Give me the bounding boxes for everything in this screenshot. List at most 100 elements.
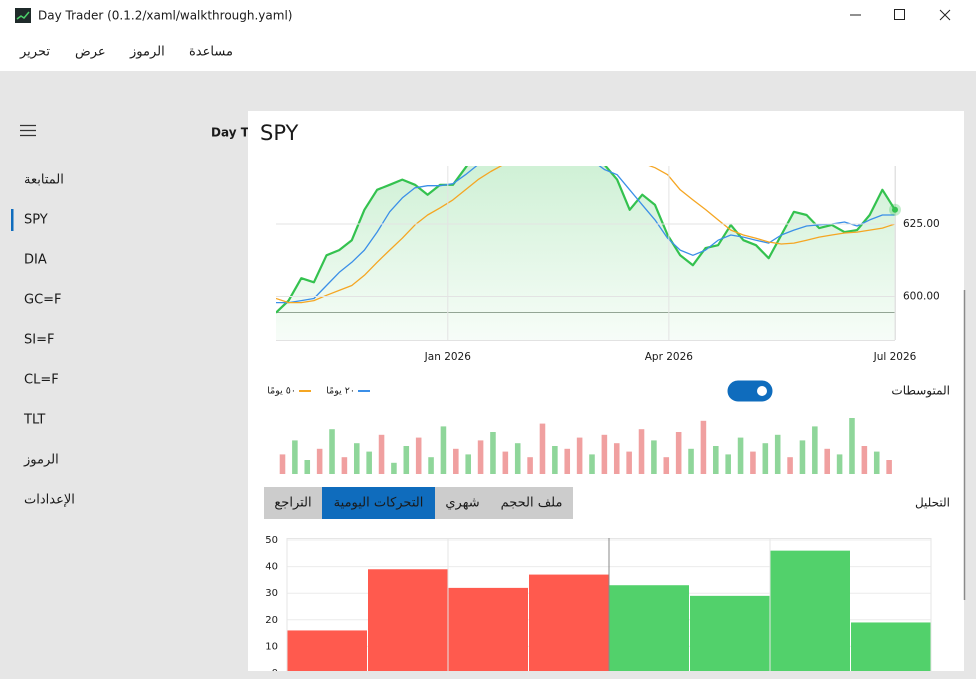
moving-average-line: [276, 166, 895, 304]
legend-label: ٥٠ يومًا: [267, 386, 296, 397]
menu-item[interactable]: مساعدة: [189, 45, 233, 60]
app-icon-line: [16, 11, 30, 20]
volume-bar: [378, 434, 385, 474]
tab-label[interactable]: التراجع: [274, 496, 311, 511]
volume-bar: [613, 443, 620, 474]
volume-bar: [861, 446, 868, 474]
y-tick-label: 600.00: [903, 291, 940, 303]
volume-bar: [552, 446, 558, 474]
volume-bar: [502, 451, 509, 474]
menu-bar: [0, 31, 976, 71]
volume-bar: [589, 454, 595, 474]
x-tick-label: Jan 2026: [424, 351, 472, 363]
header-text: Day Tr: [211, 126, 254, 140]
sidebar-item[interactable]: SPY: [24, 213, 48, 228]
toggle-knob: [757, 386, 767, 396]
close-button[interactable]: [939, 9, 951, 21]
bar: [368, 569, 448, 671]
tab-label[interactable]: التحركات اليومية: [334, 496, 424, 511]
volume-bar: [725, 454, 731, 474]
y-tick-label: 0: [272, 668, 278, 679]
tab[interactable]: [322, 487, 435, 519]
volume-bar: [836, 454, 843, 474]
y-tick-label: 10: [265, 641, 278, 652]
volume-bar: [539, 423, 546, 474]
sidebar-item[interactable]: GC=F: [24, 293, 62, 308]
sidebar-item[interactable]: DIA: [24, 253, 47, 268]
x-tick-label: Jul 2026: [873, 351, 917, 363]
tab-label[interactable]: ملف الحجم: [501, 496, 563, 511]
tab[interactable]: [435, 487, 490, 519]
tab[interactable]: [490, 487, 573, 519]
volume-bar: [353, 443, 360, 474]
sidebar-item[interactable]: SI=F: [24, 333, 54, 348]
moving-average-line: [276, 166, 895, 304]
bar: [770, 550, 850, 671]
volume-bar: [341, 457, 348, 474]
volume-bar: [812, 426, 818, 474]
volume-bar: [576, 437, 583, 474]
volume-bar: [465, 454, 471, 474]
volume-bar: [762, 443, 769, 474]
selection-indicator: [11, 209, 14, 231]
sidebar-item[interactable]: الإعدادات: [24, 493, 75, 508]
volume-bar: [366, 451, 372, 474]
sidebar-item[interactable]: CL=F: [24, 373, 59, 388]
volume-bar: [329, 429, 335, 474]
bar: [851, 622, 931, 671]
menu-item[interactable]: عرض: [75, 45, 106, 60]
volume-bar: [626, 451, 632, 474]
volume-bar: [428, 457, 434, 474]
volume-bar: [663, 457, 670, 474]
menu-item[interactable]: تحرير: [19, 45, 50, 60]
volume-bar: [440, 426, 447, 474]
volume-bar: [799, 440, 806, 474]
volume-bar: [477, 440, 484, 474]
volume-bar: [403, 446, 410, 474]
y-tick-label: 20: [265, 615, 278, 626]
volume-bar: [651, 440, 657, 474]
volume-bar: [787, 457, 793, 474]
title-bar: [0, 0, 976, 31]
volume-bar: [304, 460, 311, 474]
toggle-label: المتوسطات: [891, 384, 950, 399]
volume-bar: [849, 418, 855, 474]
tab-label[interactable]: شهري: [445, 496, 479, 511]
maximize-button[interactable]: [894, 9, 905, 20]
y-tick-label: 625.00: [903, 218, 940, 230]
volume-bar: [700, 420, 707, 474]
volume-bar: [886, 460, 892, 474]
volume-bar: [564, 448, 571, 474]
y-tick-label: 30: [265, 588, 278, 599]
tab[interactable]: [264, 487, 322, 519]
volume-bar: [737, 437, 744, 474]
bar: [690, 595, 770, 671]
window-title: Day Trader (0.1.2/xaml/walkthrough.yaml): [38, 9, 292, 23]
toggle-switch[interactable]: [727, 380, 773, 402]
tabs-label: التحليل: [915, 496, 950, 510]
volume-bar: [675, 432, 682, 474]
volume-bar: [415, 437, 422, 474]
app-icon: [15, 8, 31, 23]
volume-bar: [527, 457, 533, 474]
sidebar-item[interactable]: المتابعة: [24, 173, 64, 188]
sidebar-item[interactable]: الرموز: [23, 453, 59, 468]
volume-bar: [750, 451, 756, 474]
y-tick-label: 40: [265, 562, 278, 573]
last-point: [892, 206, 898, 213]
volume-bar: [873, 451, 880, 474]
volume-bar: [638, 429, 645, 474]
price-line: [276, 166, 895, 314]
volume-bar: [391, 462, 397, 474]
volume-bar: [490, 432, 496, 474]
volume-bar: [774, 434, 781, 474]
hamburger-button[interactable]: [20, 124, 36, 137]
sidebar-item[interactable]: TLT: [23, 413, 45, 428]
volume-bar: [279, 454, 286, 474]
volume-bar: [713, 446, 719, 474]
menu-item[interactable]: الرموز: [129, 45, 165, 60]
y-tick-label: 50: [265, 535, 278, 546]
volume-bar: [824, 448, 831, 474]
